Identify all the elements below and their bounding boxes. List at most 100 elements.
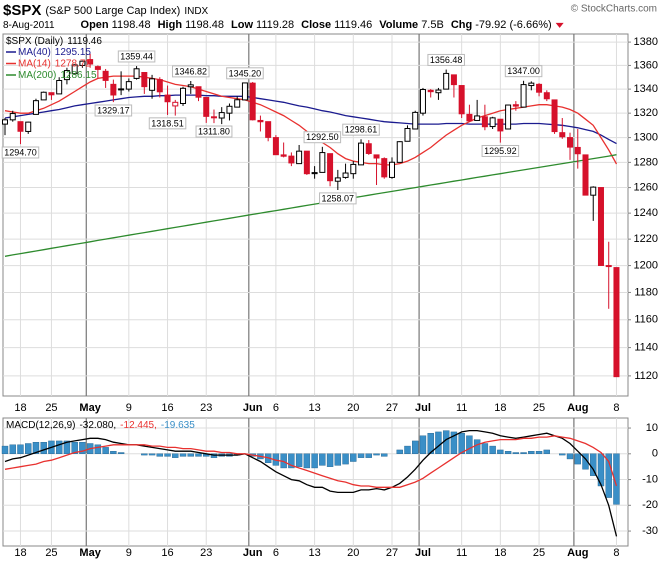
annotation: 1318.51 — [151, 118, 184, 128]
histogram-bar — [412, 440, 419, 454]
legend-name: MA(40) — [18, 47, 51, 58]
candle-body — [381, 158, 388, 178]
histogram-bar — [79, 442, 86, 454]
annotation-box — [94, 104, 133, 117]
histogram-bar — [342, 453, 349, 465]
quote-label: Volume — [379, 19, 418, 31]
histogram-bar — [373, 453, 380, 456]
candle-body — [311, 172, 318, 175]
histogram-bar — [543, 449, 550, 454]
candle-body — [358, 142, 365, 166]
annotation-box — [303, 131, 342, 144]
annotation: 1295.92 — [484, 146, 517, 156]
legend-name: $SPX (Daily) — [6, 36, 63, 47]
histogram-bar — [512, 452, 520, 454]
x-tick-label: 25 — [533, 402, 545, 414]
candle-body — [528, 82, 535, 87]
change-arrow — [555, 22, 564, 28]
candle-body — [164, 94, 171, 103]
x-tick-label: 18 — [14, 547, 26, 559]
histogram-bar — [40, 442, 47, 454]
legend-entry: MA(40) 1295.15 — [18, 47, 91, 58]
histogram-bar — [481, 443, 489, 454]
candle-body — [497, 118, 504, 132]
x-tick-label: 25 — [45, 547, 57, 559]
legend-value: 1119.46 — [67, 36, 102, 47]
histogram-bar — [9, 444, 16, 454]
candle-body — [365, 143, 372, 154]
x-tick-label: 11 — [456, 402, 467, 414]
series-line — [4, 94, 617, 145]
quote-value: -79.92 (-6.66%) — [475, 19, 551, 31]
candle-body — [102, 70, 109, 81]
histogram-bar — [528, 451, 535, 454]
candle-body — [25, 121, 32, 132]
y-tick-label: 1300 — [634, 131, 658, 143]
y-tick-label: 1200 — [634, 259, 658, 271]
candle-body — [280, 154, 287, 157]
annotation-box — [148, 117, 187, 130]
candle-body — [94, 66, 101, 70]
candle-body — [195, 86, 202, 98]
candle-body — [520, 84, 527, 108]
legend-name: MA(200) — [18, 70, 56, 81]
histogram-bar — [574, 453, 581, 465]
x-tick-label: 8 — [613, 402, 619, 414]
candle-body — [133, 68, 140, 79]
y-tick-label: 1340 — [634, 83, 658, 95]
legend-value: 1278.72 — [55, 58, 92, 69]
legend-name: MA(14) — [18, 58, 51, 69]
annotation-box — [171, 65, 210, 78]
histogram-bar — [458, 432, 465, 454]
candle-body — [597, 187, 604, 266]
candle-body — [443, 72, 450, 90]
x-tick-label: 18 — [494, 402, 506, 414]
quote-value: 1198.48 — [185, 19, 224, 31]
candle-body — [427, 89, 434, 93]
x-tick-label: Aug — [567, 402, 588, 414]
quote-label: Close — [301, 19, 331, 31]
candle-body — [389, 161, 395, 178]
x-tick-label: May — [79, 402, 101, 414]
annotation: 1311.80 — [198, 127, 230, 137]
candle-body — [187, 84, 194, 88]
y-tick-label: -20 — [642, 499, 658, 511]
y-tick-label: 1180 — [634, 286, 658, 298]
candle-body — [272, 137, 279, 156]
annotation: 1329.17 — [97, 105, 130, 115]
candle-body — [404, 127, 411, 142]
y-tick-label: 1120 — [634, 370, 658, 382]
candle-body — [218, 112, 225, 119]
candle-body — [342, 172, 349, 178]
quote-value: 1198.48 — [112, 19, 151, 31]
candle-body — [17, 121, 24, 132]
x-tick-label: 27 — [386, 402, 398, 414]
candle-body — [48, 92, 55, 96]
histogram-bar — [404, 445, 411, 454]
candle-body — [156, 79, 163, 93]
x-tick-label: 25 — [45, 402, 57, 414]
candle-body — [582, 154, 589, 196]
histogram-bar — [32, 442, 40, 454]
y-tick-label: 10 — [646, 422, 658, 434]
histogram-bar — [350, 453, 357, 462]
annotation: 1347.00 — [507, 66, 540, 76]
candle-body — [450, 74, 457, 86]
series-line — [4, 429, 618, 537]
candle-body — [79, 60, 86, 66]
candle-body — [63, 70, 70, 81]
candle-body — [334, 177, 341, 182]
candle-body — [373, 154, 380, 159]
histogram-bar — [365, 453, 372, 458]
histogram-bar — [117, 452, 125, 454]
x-tick-label: 20 — [347, 402, 359, 414]
histogram-bar — [613, 453, 620, 505]
legend-value: -32.080, — [79, 420, 116, 431]
candle-body — [296, 150, 303, 165]
x-tick-label: 18 — [494, 547, 506, 559]
histogram-bar — [396, 449, 403, 454]
histogram-bar — [357, 453, 365, 458]
candle-body — [536, 83, 543, 93]
histogram-bar — [102, 447, 109, 454]
